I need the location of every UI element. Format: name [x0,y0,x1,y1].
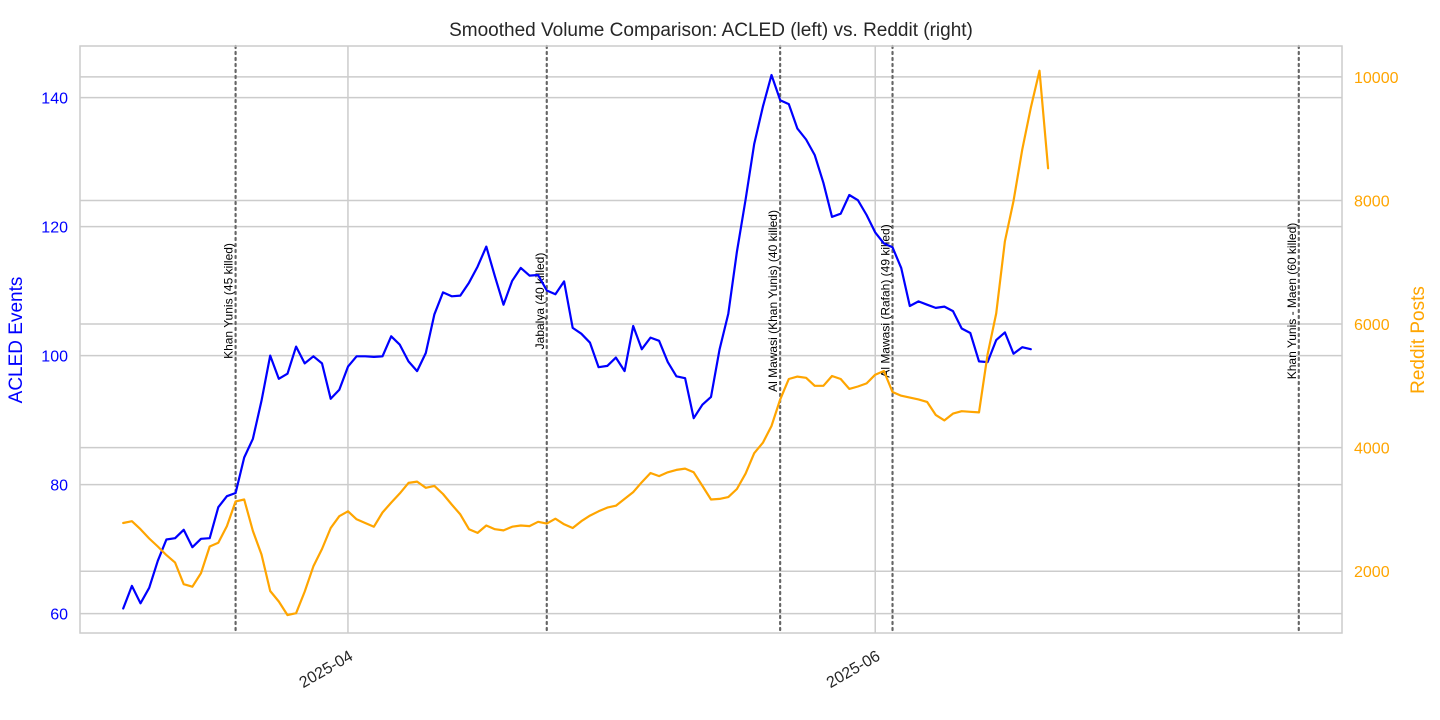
y-right-tick-label: 2000 [1354,564,1390,581]
y-right-tick-label: 6000 [1354,317,1390,334]
y-left-tick-label: 80 [50,478,68,495]
y-left-tick-label: 120 [41,220,68,237]
grid-layer [80,46,1342,633]
acled-series-line [122,73,1032,610]
tick-labels: 60 80 100 120 140 2000 4000 6000 8000 10000 2025-0… [41,70,1398,692]
y-right-tick-label: 4000 [1354,441,1390,458]
y-left-tick-label: 140 [41,91,68,108]
y-right-tick-label: 8000 [1354,193,1390,210]
reddit-series-line [122,69,1050,617]
plot-frame [79,45,1343,634]
event-label: Khan Yunis - Maen (60 killed) [1285,223,1299,380]
series-layer [122,69,1050,617]
chart-title: Smoothed Volume Comparison: ACLED (left)… [449,20,973,41]
y-right-tick-label: 10000 [1354,70,1399,87]
event-label: Khan Yunis (45 killed) [222,243,236,359]
y-left-tick-label: 60 [50,607,68,624]
event-label: Jabalya (40 killed) [533,253,547,350]
y-axis-right-label: Reddit Posts [1408,286,1429,394]
event-label: Al Mawasi (Khan Yunis) (40 killed) [766,210,780,392]
x-tick-label: 2025-04 [297,648,356,692]
x-tick-label: 2025-06 [824,648,883,692]
y-left-tick-label: 100 [41,349,68,366]
event-markers: Khan Yunis (45 killed) Jabalya (40 killed… [222,44,1300,635]
event-label: Al Mawasi (Rafah) (49 killed) [879,224,893,377]
y-axis-left-label: ACLED Events [6,277,27,404]
